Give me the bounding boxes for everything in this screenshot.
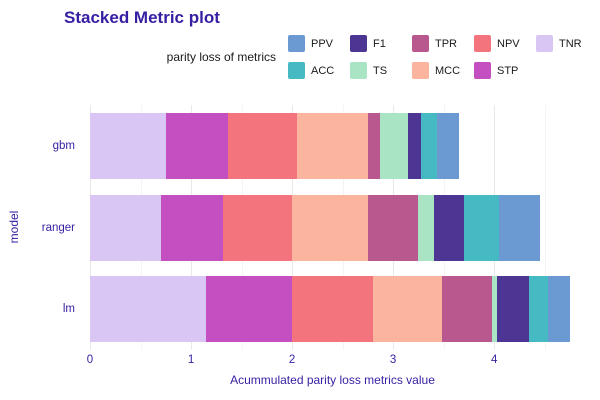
x-axis-title: Acummulated parity loss metrics value	[230, 373, 435, 387]
bar-lm-segment-PPV	[547, 276, 570, 343]
bar-gbm-segment-F1	[408, 112, 422, 179]
y-axis-title: model	[7, 210, 21, 244]
x-tick-label-3: 3	[389, 354, 397, 366]
bar-ranger	[90, 194, 575, 261]
legend-key-F1	[350, 35, 367, 52]
bar-ranger-segment-TPR	[367, 194, 419, 261]
legend-items: PPV ACC F1 TS TPR MCC NPV STP TNR	[288, 30, 592, 84]
legend-item-STP: STP	[474, 62, 530, 79]
legend-label-TPR: TPR	[435, 37, 457, 50]
legend-label-ACC: ACC	[311, 64, 335, 77]
legend-label-TS: TS	[373, 64, 388, 77]
legend-label-PPV: PPV	[311, 37, 334, 50]
bar-gbm-segment-ACC	[421, 112, 437, 179]
x-tick-label-4: 4	[490, 354, 498, 366]
legend-key-PPV	[288, 35, 305, 52]
legend-item-TNR: TNR	[536, 35, 592, 52]
legend: parity loss of metrics PPV ACC F1 TS TPR MCC N…	[100, 30, 592, 84]
bar-lm-segment-ACC	[529, 276, 548, 343]
legend-key-NPV	[474, 35, 491, 52]
x-tick-label-2: 2	[288, 354, 296, 366]
legend-item-NPV: NPV	[474, 35, 530, 52]
legend-key-STP	[474, 62, 491, 79]
bar-ranger-segment-MCC	[292, 194, 368, 261]
bar-ranger-segment-TNR	[90, 194, 161, 261]
y-tick-label-lm: lm	[62, 303, 75, 316]
bar-gbm-segment-NPV	[228, 112, 298, 179]
legend-title: parity loss of metrics	[166, 50, 276, 64]
legend-key-MCC	[412, 62, 429, 79]
bar-gbm-segment-STP	[165, 112, 229, 179]
bar-lm-segment-NPV	[292, 276, 373, 343]
bar-gbm-segment-PPV	[436, 112, 459, 179]
x-tick-label-0: 0	[86, 354, 94, 366]
bar-ranger-segment-ACC	[463, 194, 500, 261]
legend-item-ACC: ACC	[288, 62, 344, 79]
bar-row-gbm	[90, 105, 575, 187]
legend-label-F1: F1	[373, 37, 386, 50]
legend-item-TPR: TPR	[412, 35, 468, 52]
legend-label-TNR: TNR	[559, 37, 582, 50]
y-tick-label-ranger: ranger	[41, 221, 75, 234]
legend-key-ACC	[288, 62, 305, 79]
bar-gbm	[90, 112, 575, 179]
bar-ranger-segment-NPV	[223, 194, 293, 261]
legend-item-F1: F1	[350, 35, 406, 52]
legend-item-MCC: MCC	[412, 62, 468, 79]
legend-item-PPV: PPV	[288, 35, 344, 52]
bar-gbm-segment-TNR	[90, 112, 166, 179]
bar-lm	[90, 276, 575, 343]
bar-ranger-segment-PPV	[499, 194, 540, 261]
legend-key-TPR	[412, 35, 429, 52]
legend-label-STP: STP	[497, 64, 519, 77]
bar-lm-segment-F1	[497, 276, 530, 343]
bar-ranger-segment-STP	[160, 194, 224, 261]
page-title: Stacked Metric plot	[64, 8, 220, 27]
bar-lm-segment-STP	[206, 276, 293, 343]
bar-lm-segment-TPR	[441, 276, 493, 343]
bar-ranger-segment-TS	[418, 194, 434, 261]
bar-row-ranger	[90, 187, 575, 269]
bar-ranger-segment-F1	[433, 194, 464, 261]
legend-item-TS: TS	[350, 62, 406, 79]
bar-gbm-segment-TS	[379, 112, 409, 179]
bar-gbm-segment-MCC	[297, 112, 368, 179]
gridline-minor-4.5	[544, 105, 546, 350]
y-axis-tick-labels: gbm ranger lm	[0, 105, 84, 350]
bar-lm-segment-TS	[492, 276, 498, 343]
x-tick-label-1: 1	[187, 354, 195, 366]
bar-row-lm	[90, 268, 575, 350]
bar-lm-segment-TNR	[90, 276, 207, 343]
bar-lm-segment-MCC	[372, 276, 442, 343]
x-axis-tick-labels: 0 1 2 3 4	[86, 354, 575, 368]
legend-key-TS	[350, 62, 367, 79]
plot-area	[90, 105, 575, 350]
bars	[90, 105, 575, 350]
bar-gbm-segment-TPR	[367, 112, 380, 179]
legend-label-MCC: MCC	[435, 64, 461, 77]
legend-label-NPV: NPV	[497, 37, 520, 50]
y-tick-label-gbm: gbm	[52, 139, 75, 152]
legend-key-TNR	[536, 35, 553, 52]
